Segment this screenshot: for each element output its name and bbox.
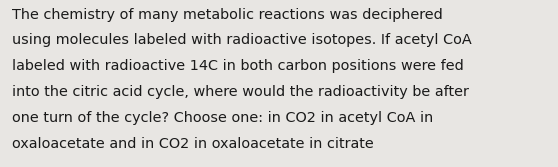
- Text: one turn of the cycle? Choose one: in CO2 in acetyl CoA in: one turn of the cycle? Choose one: in CO…: [12, 111, 434, 125]
- Text: using molecules labeled with radioactive isotopes. If acetyl CoA: using molecules labeled with radioactive…: [12, 33, 472, 47]
- Text: The chemistry of many metabolic reactions was deciphered: The chemistry of many metabolic reaction…: [12, 8, 443, 22]
- Text: into the citric acid cycle, where would the radioactivity be after: into the citric acid cycle, where would …: [12, 85, 469, 99]
- Text: labeled with radioactive 14C in both carbon positions were fed: labeled with radioactive 14C in both car…: [12, 59, 464, 73]
- Text: oxaloacetate and in CO2 in oxaloacetate in citrate: oxaloacetate and in CO2 in oxaloacetate …: [12, 137, 374, 151]
